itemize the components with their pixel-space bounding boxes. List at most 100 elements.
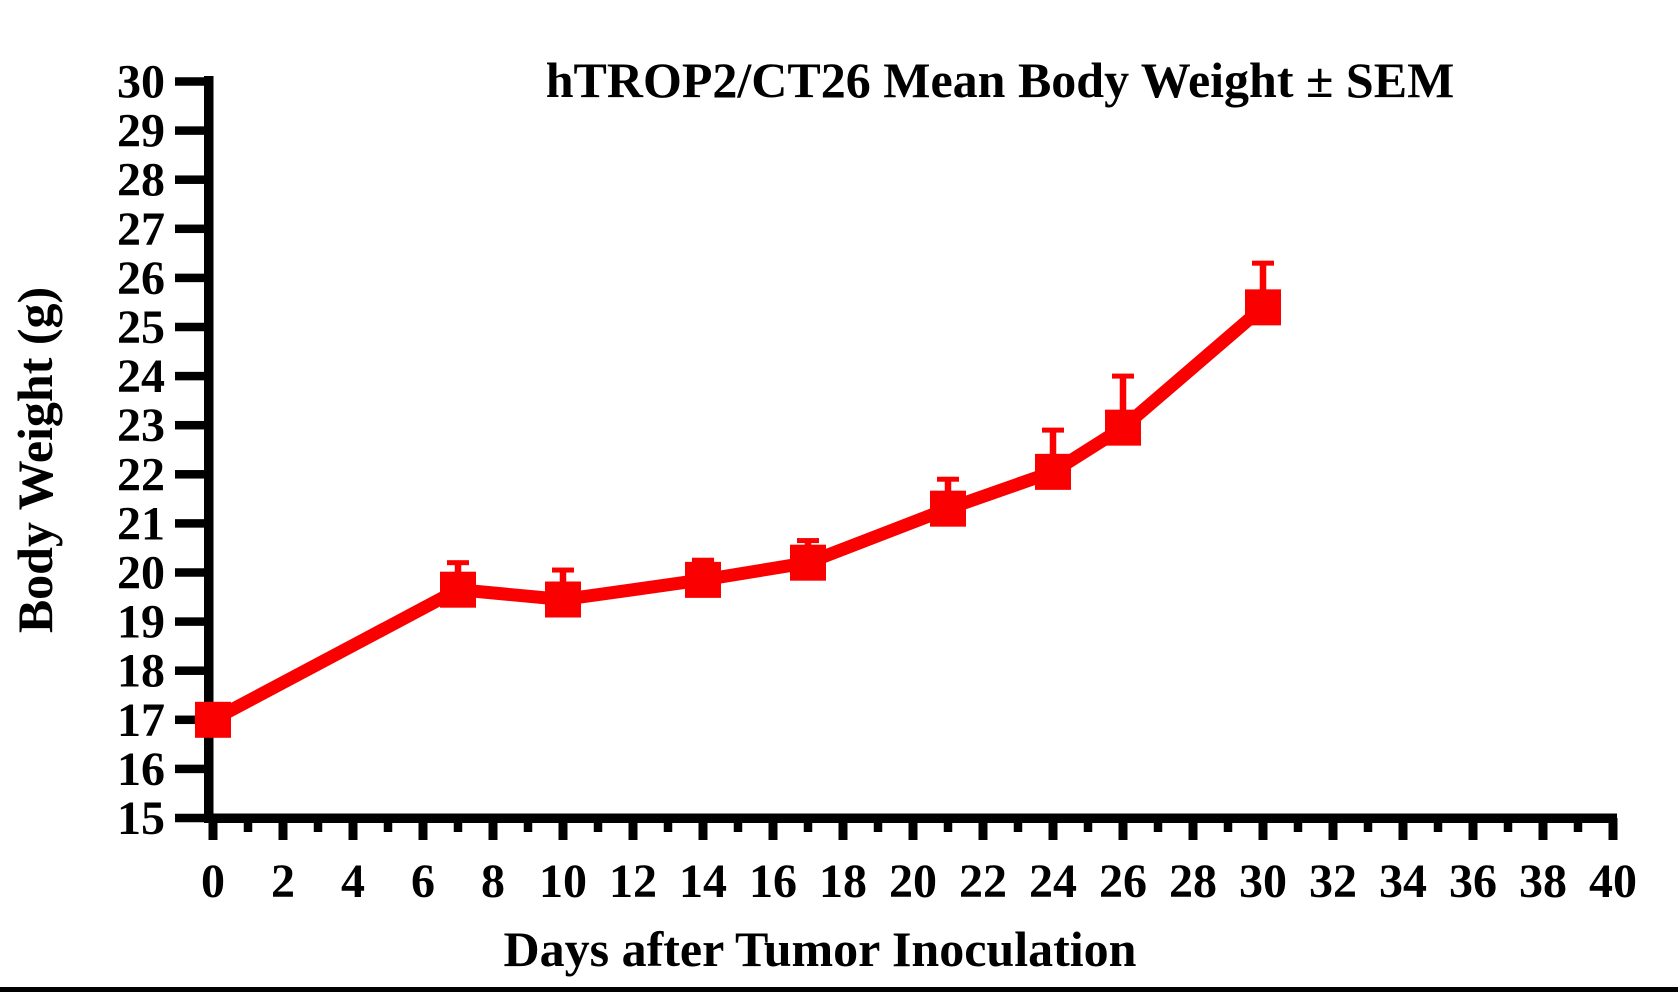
x-tick-major — [1538, 818, 1548, 840]
x-tick-major — [1328, 818, 1338, 840]
bottom-border-bar — [0, 987, 1678, 992]
x-tick-major — [1048, 818, 1058, 840]
data-point-marker — [1245, 289, 1281, 326]
y-tick-label: 28 — [117, 154, 165, 207]
x-tick-major — [1608, 818, 1618, 840]
x-tick-major — [1118, 818, 1128, 840]
error-bar-cap — [937, 476, 959, 482]
y-tick-label: 23 — [117, 399, 165, 452]
x-tick-label: 8 — [481, 855, 505, 908]
x-tick-label: 26 — [1099, 855, 1147, 908]
x-tick-label: 40 — [1589, 855, 1637, 908]
x-tick-label: 34 — [1379, 855, 1427, 908]
x-tick-minor — [1433, 818, 1443, 832]
y-axis-title: Body Weight (g) — [7, 287, 63, 633]
x-tick-minor — [803, 818, 813, 832]
y-tick-label: 25 — [117, 301, 165, 354]
y-tick-label: 22 — [117, 448, 165, 501]
x-tick-major — [628, 818, 638, 840]
x-tick-minor — [1153, 818, 1163, 832]
x-tick-label: 20 — [889, 855, 937, 908]
x-tick-minor — [313, 818, 323, 832]
y-tick-label: 29 — [117, 105, 165, 158]
error-bar-stem — [1119, 376, 1127, 428]
y-tick-label: 16 — [117, 743, 165, 796]
error-bar-cap — [552, 567, 574, 573]
x-tick-label: 4 — [341, 855, 365, 908]
y-tick-label: 26 — [117, 252, 165, 305]
y-tick — [175, 470, 204, 479]
error-bar-stem — [1259, 263, 1267, 308]
x-tick-minor — [523, 818, 533, 832]
x-tick-label: 32 — [1309, 855, 1357, 908]
y-tick — [175, 715, 204, 725]
data-point-marker — [545, 581, 581, 618]
error-bar-cap — [797, 538, 819, 544]
data-point-marker — [1105, 409, 1141, 446]
x-tick-major — [1398, 818, 1408, 840]
y-tick-label: 18 — [117, 645, 165, 698]
axes — [175, 76, 1618, 840]
x-tick-minor — [1573, 818, 1583, 832]
x-tick-major — [1188, 818, 1198, 840]
y-tick — [175, 224, 204, 234]
x-tick-major — [768, 818, 778, 840]
y-tick — [175, 322, 204, 332]
error-bar-cap — [1252, 260, 1274, 266]
y-tick-label: 15 — [117, 792, 165, 845]
x-tick-minor — [243, 818, 253, 832]
x-tick-minor — [733, 818, 743, 832]
x-tick-label: 0 — [201, 855, 225, 908]
x-tick-major — [1468, 818, 1478, 840]
y-tick-label: 30 — [117, 56, 165, 109]
error-bar-cap — [447, 560, 469, 566]
y-tick — [175, 764, 204, 774]
x-tick-minor — [873, 818, 883, 832]
x-tick-label: 14 — [679, 855, 727, 908]
y-tick — [175, 519, 204, 528]
x-tick-label: 22 — [959, 855, 1007, 908]
y-tick-label: 20 — [117, 547, 165, 600]
y-tick — [175, 666, 204, 675]
y-tick — [175, 813, 204, 823]
x-tick-minor — [1363, 818, 1373, 832]
x-tick-minor — [383, 818, 393, 832]
x-tick-major — [1258, 818, 1268, 840]
data-point-marker — [930, 490, 966, 527]
x-tick-label: 36 — [1449, 855, 1497, 908]
x-tick-label: 28 — [1169, 855, 1217, 908]
data-point-marker — [195, 701, 231, 738]
error-bar-cap — [1042, 427, 1064, 433]
x-tick-minor — [663, 818, 673, 832]
x-tick-label: 16 — [749, 855, 797, 908]
x-tick-major — [838, 818, 848, 840]
x-tick-minor — [1293, 818, 1303, 832]
x-tick-major — [978, 818, 988, 840]
x-tick-major — [908, 818, 918, 840]
x-tick-label: 12 — [609, 855, 657, 908]
x-tick-major — [698, 818, 708, 840]
error-bar-stem — [1049, 430, 1057, 472]
x-tick-minor — [1083, 818, 1093, 832]
x-tick-major — [418, 818, 428, 840]
x-tick-minor — [1013, 818, 1023, 832]
x-tick-major — [558, 818, 568, 840]
y-tick-label: 21 — [117, 497, 165, 550]
y-tick — [175, 617, 204, 626]
x-tick-major — [208, 818, 218, 840]
x-tick-label: 6 — [411, 855, 435, 908]
data-series — [195, 260, 1281, 738]
data-point-marker — [685, 561, 721, 598]
x-tick-label: 24 — [1029, 855, 1077, 908]
y-tick-label: 19 — [117, 596, 165, 649]
y-tick — [175, 371, 204, 381]
x-tick-major — [488, 818, 498, 840]
error-bar-cap — [1112, 373, 1134, 379]
y-tick — [175, 77, 204, 86]
x-tick-label: 18 — [819, 855, 867, 908]
y-tick-label: 17 — [117, 694, 165, 747]
x-tick-label: 38 — [1519, 855, 1567, 908]
